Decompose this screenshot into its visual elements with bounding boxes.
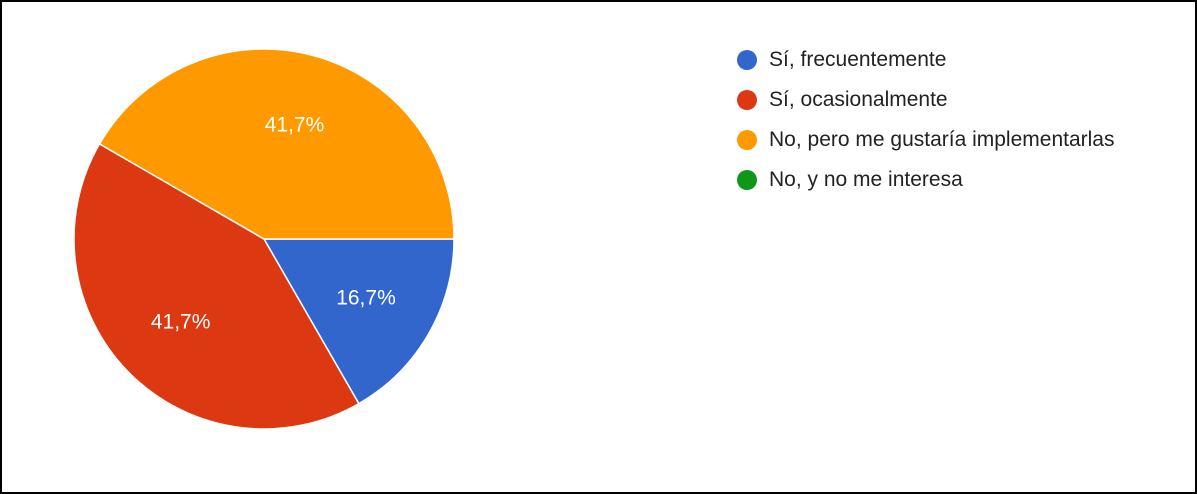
legend-label: No, pero me gustaría implementarlas <box>769 128 1115 151</box>
pie-slice[interactable] <box>262 238 455 405</box>
pie-slice[interactable] <box>98 48 455 240</box>
legend-item[interactable]: Sí, ocasionalmente <box>737 86 1115 114</box>
slice-percent-label: 16,7% <box>336 286 396 309</box>
legend-item[interactable]: Sí, frecuentemente <box>737 46 1115 74</box>
slice-percent-label: 41,7% <box>151 311 211 334</box>
chart-legend: Sí, frecuentemente Sí, ocasionalmente No, … <box>737 46 1115 206</box>
slice-percent-label: 41,7% <box>265 114 325 137</box>
pie-slices <box>73 48 455 430</box>
legend-item[interactable]: No, y no me interesa <box>737 166 1115 194</box>
legend-swatch-icon <box>737 130 757 150</box>
legend-label: Sí, ocasionalmente <box>769 88 948 111</box>
pie-slice[interactable] <box>73 142 360 430</box>
legend-label: Sí, frecuentemente <box>769 48 947 71</box>
legend-item[interactable]: No, pero me gustaría implementarlas <box>737 126 1115 154</box>
legend-swatch-icon <box>737 50 757 70</box>
pie-slice-labels: 16,7% 41,7% 41,7% <box>151 114 396 334</box>
legend-label: No, y no me interesa <box>769 168 963 191</box>
legend-swatch-icon <box>737 170 757 190</box>
legend-swatch-icon <box>737 90 757 110</box>
